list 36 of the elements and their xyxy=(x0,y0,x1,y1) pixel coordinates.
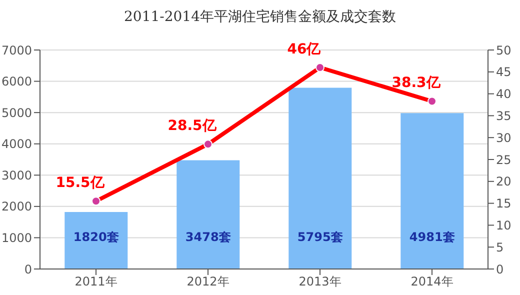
bar xyxy=(400,113,464,269)
data-label: 4981套 xyxy=(409,230,455,244)
data-label: 3478套 xyxy=(185,230,231,244)
data-label: 46亿 xyxy=(287,42,322,58)
chart-title: 2011-2014年平湖住宅销售金额及成交套数 xyxy=(123,8,397,27)
data-label: 28.5亿 xyxy=(168,118,218,134)
y2-tick-label: 30 xyxy=(496,130,512,145)
y2-tick-label: 0 xyxy=(496,262,504,276)
bar xyxy=(64,212,128,269)
y2-tick-label: 5 xyxy=(496,240,504,254)
x-tick-label: 2014年 xyxy=(410,274,454,289)
y-tick-label: 6000 xyxy=(1,74,32,89)
y2-tick-label: 40 xyxy=(496,87,512,102)
y-tick-label: 1000 xyxy=(1,230,32,245)
x-tick-label: 2011年 xyxy=(74,274,118,289)
y2-tick-label: 10 xyxy=(496,218,512,232)
y-tick-label: 5000 xyxy=(1,106,32,120)
data-label: 15.5亿 xyxy=(56,175,106,192)
y2-tick-label: 50 xyxy=(496,43,512,58)
y2-tick-label: 20 xyxy=(496,174,512,189)
y-tick-label: 3000 xyxy=(1,168,32,182)
data-label: 1820套 xyxy=(73,230,119,244)
x-tick-label: 2013年 xyxy=(298,274,342,289)
y-tick-label: 4000 xyxy=(1,137,32,152)
y2-tick-label: 35 xyxy=(496,108,512,123)
y-tick-label: 0 xyxy=(24,262,32,276)
x-tick-label: 2012年 xyxy=(186,274,230,289)
bar xyxy=(176,160,240,269)
y-tick-label: 7000 xyxy=(1,43,32,58)
y2-tick-label: 45 xyxy=(496,65,512,80)
y-tick-label: 2000 xyxy=(1,200,32,214)
y2-tick-label: 25 xyxy=(496,152,512,167)
data-label: 5795套 xyxy=(297,230,343,244)
y2-tick-label: 15 xyxy=(496,196,512,211)
data-label: 38.3亿 xyxy=(392,75,442,92)
bar xyxy=(288,88,352,269)
